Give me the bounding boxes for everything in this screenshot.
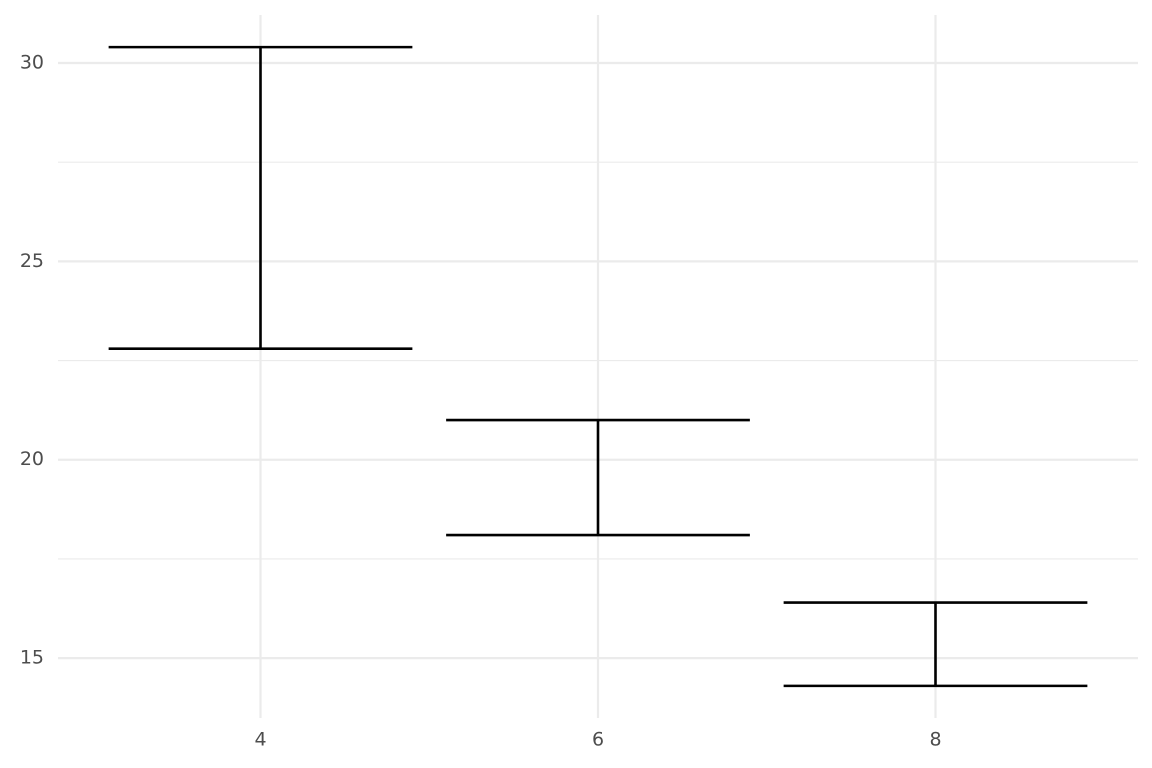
x-tick-label: 8 xyxy=(929,729,941,751)
x-tick-label: 4 xyxy=(254,729,266,751)
y-tick-label: 15 xyxy=(20,647,44,669)
y-tick-label: 25 xyxy=(20,250,44,272)
x-tick-label: 6 xyxy=(592,729,604,751)
y-tick-label: 30 xyxy=(20,52,44,74)
y-tick-label: 20 xyxy=(20,448,44,470)
